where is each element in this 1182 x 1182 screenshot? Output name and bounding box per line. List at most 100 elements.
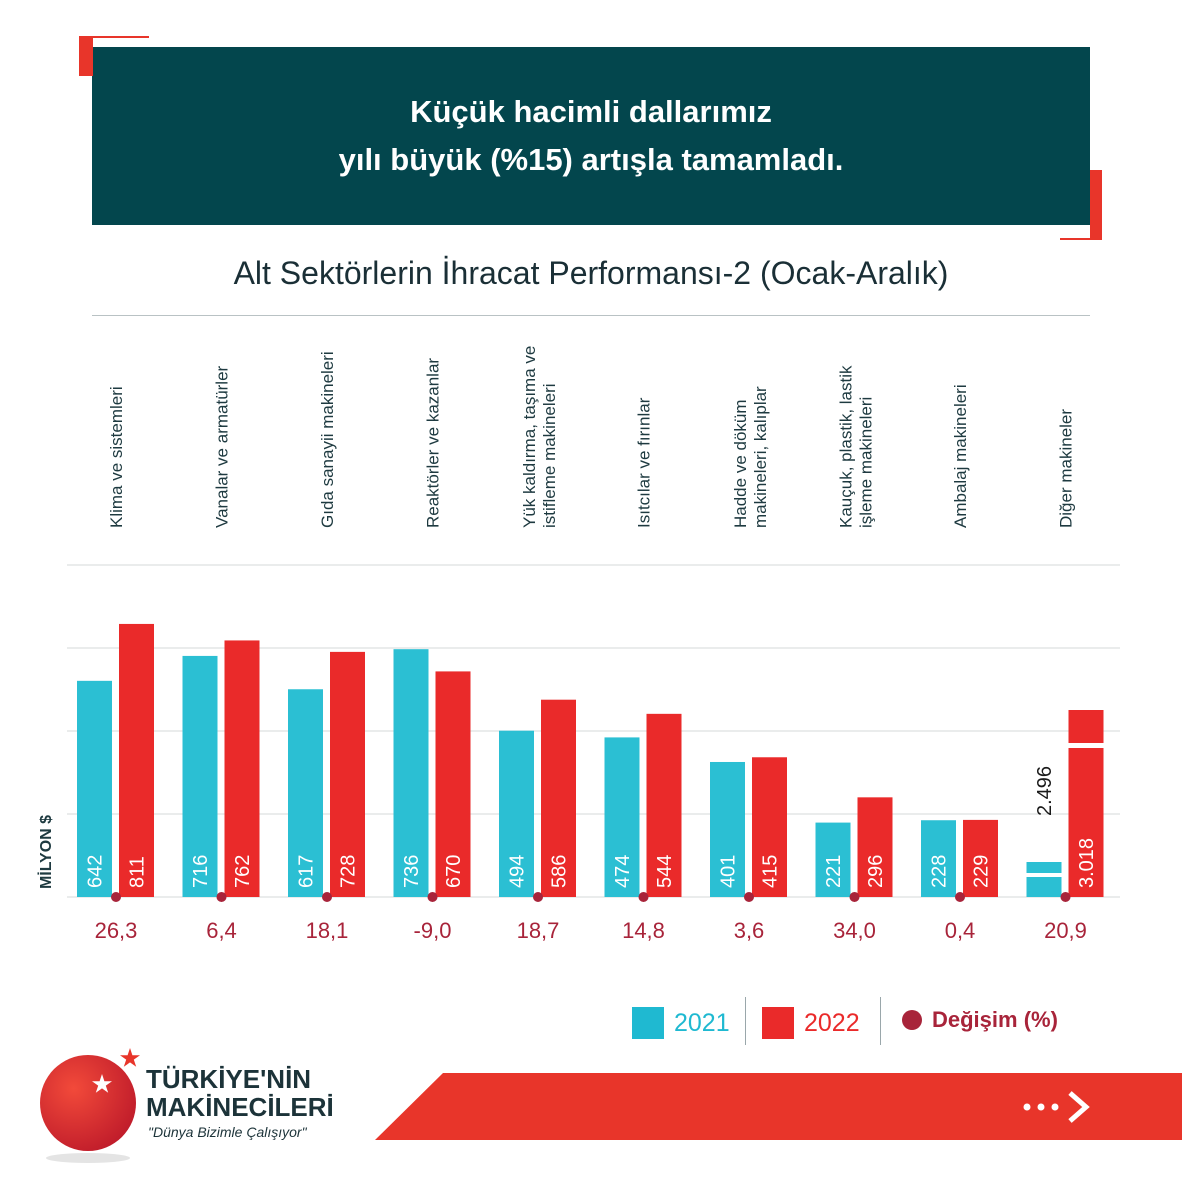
bar-2022 (330, 651, 365, 897)
category-label: Vanalar ve armatürler (213, 365, 232, 528)
data-label-2021: 2.496 (1034, 766, 1056, 816)
dot-icon (1037, 1103, 1045, 1111)
category-label: Kauçuk, plastik, lastikişleme makineleri (837, 365, 876, 528)
data-label-2021: 642 (85, 855, 107, 888)
data-label-2022: 296 (865, 855, 887, 888)
change-label: 34,0 (833, 918, 876, 943)
category-label: Ambalaj makineleri (951, 384, 970, 528)
next-banner[interactable] (375, 1073, 1182, 1140)
category-label: Gıda sanayii makineleri (318, 351, 337, 528)
legend-separator (745, 997, 746, 1045)
category-label: Hadde ve dökümmakineleri, kalıplar (731, 386, 770, 528)
star-icon (92, 1074, 112, 1093)
change-label: 18,7 (517, 918, 560, 943)
data-label-2021: 401 (718, 855, 740, 888)
bar-2021 (921, 820, 956, 897)
bar-2021 (288, 689, 323, 897)
category-label: Yük kaldırma, taşıma veistifleme makinel… (520, 346, 559, 528)
category-label: Reaktörler ve kazanlar (424, 358, 443, 528)
change-dot (216, 892, 227, 902)
y-axis-label: MİLYON $ (37, 815, 55, 889)
legend-swatch-2022 (762, 1007, 794, 1039)
data-label-2022: 415 (760, 855, 782, 888)
data-label-2022: 3.018 (1076, 838, 1098, 888)
data-label-2022: 811 (127, 856, 149, 888)
dot-icon (1051, 1103, 1059, 1111)
legend-label-change: Değişim (%) (932, 1007, 1058, 1032)
bar-2021 (604, 737, 640, 897)
change-label: 3,6 (734, 918, 765, 943)
data-label-2021: 716 (190, 855, 212, 888)
category-label: Diğer makineler (1057, 409, 1076, 528)
legend-label-2022: 2022 (804, 1008, 860, 1037)
logo-slogan: "Dünya Bizimle Çalışıyor" (148, 1124, 307, 1140)
headline-box (92, 47, 1090, 225)
data-label-2021: 221 (823, 855, 845, 888)
logo-circle (40, 1055, 136, 1151)
bar-2021 (1026, 877, 1062, 897)
change-label: 14,8 (622, 918, 665, 943)
legend-item-2022: 2022 (762, 1007, 860, 1039)
category-label-line: Gıda sanayii makineleri (318, 351, 337, 528)
change-label: -9,0 (414, 918, 452, 943)
legend-label-2021: 2021 (674, 1008, 730, 1037)
change-dot (427, 892, 438, 902)
corner-accent-top-left (79, 36, 149, 76)
category-label-line: Yük kaldırma, taşıma ve (520, 346, 539, 528)
headline-line-1: Küçük hacimli dallarımız (410, 94, 772, 129)
bar-2022 (119, 623, 154, 897)
bar-2022 (857, 797, 893, 897)
logo (40, 1048, 140, 1163)
change-label: 26,3 (95, 918, 138, 943)
change-label: 6,4 (206, 918, 237, 943)
change-label: 0,4 (945, 918, 976, 943)
data-label-2021: 617 (296, 855, 318, 888)
category-label-line: Klima ve sistemleri (107, 386, 126, 528)
bar-2022 (963, 819, 998, 897)
change-label: 18,1 (306, 918, 349, 943)
headline: Küçük hacimli dallarımız yılı büyük (%15… (92, 88, 1090, 184)
data-label-2022: 229 (971, 855, 993, 888)
title-divider (92, 315, 1090, 316)
change-dot (322, 892, 332, 902)
category-label-line: makineleri, kalıplar (751, 386, 770, 528)
legend-item-change: Değişim (%) (902, 1007, 1058, 1033)
bar-2022 (752, 757, 787, 897)
bar-2022 (224, 640, 260, 897)
data-label-2022: 762 (232, 855, 254, 888)
category-label-line: işleme makineleri (857, 397, 876, 528)
category-label: Klima ve sistemleri (107, 386, 126, 528)
category-label: Isıtcılar ve fırınlar (635, 397, 654, 528)
data-label-2021: 736 (401, 855, 423, 888)
legend-dot-change (902, 1010, 922, 1030)
bar-2022 (435, 671, 471, 897)
data-label-2021: 474 (612, 855, 634, 888)
bar-2021 (499, 730, 534, 897)
bar-2021 (182, 655, 218, 897)
category-label-line: Kauçuk, plastik, lastik (837, 365, 856, 528)
category-label-line: Hadde ve döküm (731, 399, 750, 528)
change-dot (1060, 892, 1071, 902)
data-label-2021: 494 (507, 855, 529, 888)
bar-2022 (541, 699, 576, 897)
bar-2021 (815, 822, 851, 897)
change-dot (638, 892, 649, 902)
data-label-2022: 586 (549, 855, 571, 888)
category-label-line: Ambalaj makineleri (951, 384, 970, 528)
change-label: 20,9 (1044, 918, 1087, 943)
change-dot (744, 892, 754, 902)
data-label-2021: 228 (929, 855, 951, 888)
bar-2022 (646, 713, 682, 897)
bar-chart: MİLYON $ 642 811 26,3 Klima ve sistemleri 716… (37, 346, 1120, 943)
change-dot (955, 892, 965, 902)
change-dot (533, 892, 543, 902)
bar-2021-break-segment (1026, 862, 1062, 873)
data-label-2022: 544 (654, 855, 676, 888)
legend-separator (880, 997, 881, 1045)
star-icon (120, 1048, 140, 1067)
data-label-2022: 670 (443, 855, 465, 888)
bar-2022 (1068, 748, 1104, 897)
change-dot (849, 892, 860, 902)
logo-shadow (46, 1153, 130, 1163)
change-dot (111, 892, 121, 902)
